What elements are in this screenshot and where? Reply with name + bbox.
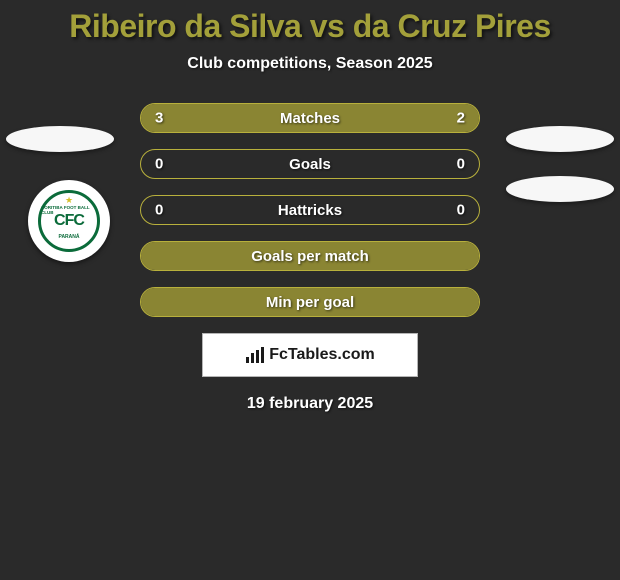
stat-label: Hattricks: [278, 202, 342, 219]
player-slot-right: [506, 126, 614, 152]
stat-row: Min per goal: [140, 287, 480, 317]
stat-value-left: 3: [155, 110, 163, 127]
stat-row: Goals per match: [140, 241, 480, 271]
stat-value-left: 0: [155, 156, 163, 173]
stat-row: Matches 3 2: [140, 103, 480, 133]
stat-value-right: 2: [457, 110, 465, 127]
club-badge-ring: ★ CORITIBA FOOT BALL CLUB CFC PARANÁ: [38, 190, 100, 252]
stat-value-right: 0: [457, 156, 465, 173]
stat-row: Hattricks 0 0: [140, 195, 480, 225]
club-top-text: CORITIBA FOOT BALL CLUB: [41, 205, 97, 215]
stat-label: Goals per match: [251, 248, 369, 265]
stat-label: Matches: [280, 110, 340, 127]
stat-rows: Matches 3 2 Goals 0 0 Hattricks 0 0 Goals per mat…: [140, 103, 480, 317]
brand-box[interactable]: FcTables.com: [202, 333, 418, 377]
bars-icon: [245, 347, 265, 363]
brand-text: FcTables.com: [269, 346, 375, 364]
club-bottom-text: PARANÁ: [58, 234, 79, 240]
stat-label: Goals: [289, 156, 331, 173]
page-title: Ribeiro da Silva vs da Cruz Pires: [0, 8, 620, 45]
player-slot-left: [6, 126, 114, 152]
club-slot-right: [506, 176, 614, 202]
stat-label: Min per goal: [266, 294, 354, 311]
stat-value-right: 0: [457, 202, 465, 219]
stat-value-left: 0: [155, 202, 163, 219]
date-line: 19 february 2025: [0, 395, 620, 413]
stat-row: Goals 0 0: [140, 149, 480, 179]
subtitle: Club competitions, Season 2025: [0, 55, 620, 73]
club-badge-left: ★ CORITIBA FOOT BALL CLUB CFC PARANÁ: [28, 180, 110, 262]
